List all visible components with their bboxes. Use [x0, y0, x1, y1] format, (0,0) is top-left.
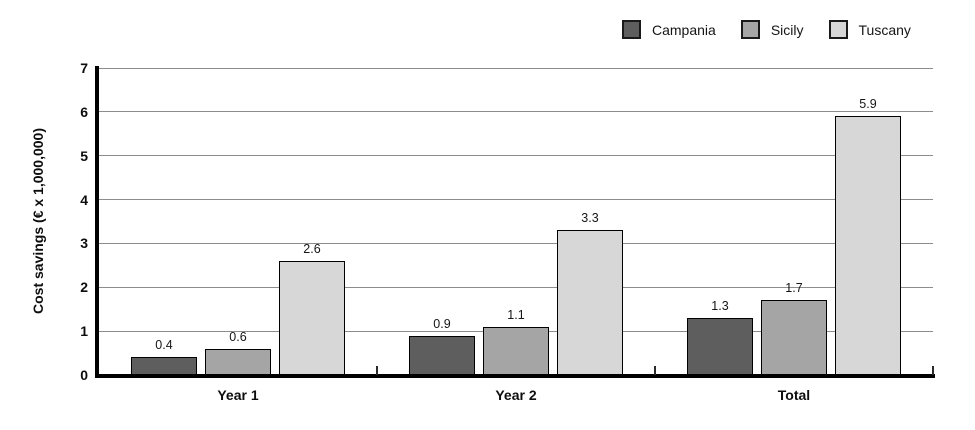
legend-label: Campania — [652, 21, 716, 38]
y-tick-label-2: 2 — [80, 279, 88, 296]
legend-label: Sicily — [770, 21, 804, 38]
gridline-y-5 — [99, 155, 933, 157]
bar-sicily-year-1 — [205, 348, 271, 375]
bar-campania-year-2 — [409, 335, 475, 375]
y-axis-line — [95, 66, 99, 378]
bar-value-label: 3.3 — [581, 211, 599, 226]
gridline-y-4 — [99, 199, 933, 201]
y-tick-label-4: 4 — [80, 191, 88, 208]
bar-sicily-year-2 — [483, 326, 549, 375]
x-axis-line — [95, 374, 935, 378]
bar-value-label: 1.7 — [785, 281, 803, 296]
x-category-label-year-1: Year 1 — [217, 387, 259, 403]
bar-value-label: 1.1 — [507, 307, 525, 322]
bar-campania-total — [687, 318, 753, 375]
legend-item-tuscany: Tuscany — [828, 20, 911, 39]
y-tick-label-7: 7 — [80, 60, 88, 76]
bar-value-label: 0.9 — [433, 316, 451, 331]
y-axis-title: Cost savings (€ x 1,000,000) — [30, 128, 46, 314]
legend-swatch-campania — [622, 20, 641, 39]
plot-area: 0.4 0.6 2.6 0.9 1.1 3.3 1.3 1.7 5.9 — [99, 67, 933, 375]
bar-campania-year-1 — [131, 357, 197, 375]
x-axis-tick — [654, 366, 656, 375]
x-axis-tick — [376, 366, 378, 375]
legend-swatch-sicily — [740, 20, 760, 39]
bar-value-label: 0.6 — [229, 329, 247, 344]
x-axis-tick — [932, 366, 934, 375]
legend-item-campania: Campania — [622, 20, 716, 39]
bar-value-label: 5.9 — [859, 97, 877, 112]
gridline-y-3 — [99, 242, 933, 244]
gridline-y-7 — [99, 67, 933, 69]
y-tick-label-0: 0 — [80, 367, 88, 383]
gridline-y-2 — [99, 286, 933, 288]
bar-value-label: 1.3 — [711, 298, 729, 313]
legend-item-sicily: Sicily — [740, 20, 804, 39]
y-tick-label-1: 1 — [80, 323, 88, 340]
legend-label: Tuscany — [858, 21, 911, 38]
bar-tuscany-year-1 — [279, 260, 345, 375]
y-tick-label-5: 5 — [80, 147, 88, 164]
bar-sicily-total — [761, 300, 827, 375]
x-category-label-year-2: Year 2 — [495, 387, 537, 403]
y-tick-label-6: 6 — [80, 103, 88, 120]
bar-value-label: 2.6 — [303, 241, 321, 256]
bar-tuscany-year-2 — [557, 230, 623, 375]
x-category-label-total: Total — [777, 387, 811, 403]
y-tick-label-3: 3 — [80, 235, 88, 252]
bar-value-label: 0.4 — [155, 338, 173, 353]
gridline-y-6 — [99, 111, 933, 113]
bar-tuscany-total — [835, 116, 901, 375]
legend-swatch-tuscany — [828, 20, 848, 39]
chart-legend: Campania Sicily Tuscany — [622, 20, 911, 39]
